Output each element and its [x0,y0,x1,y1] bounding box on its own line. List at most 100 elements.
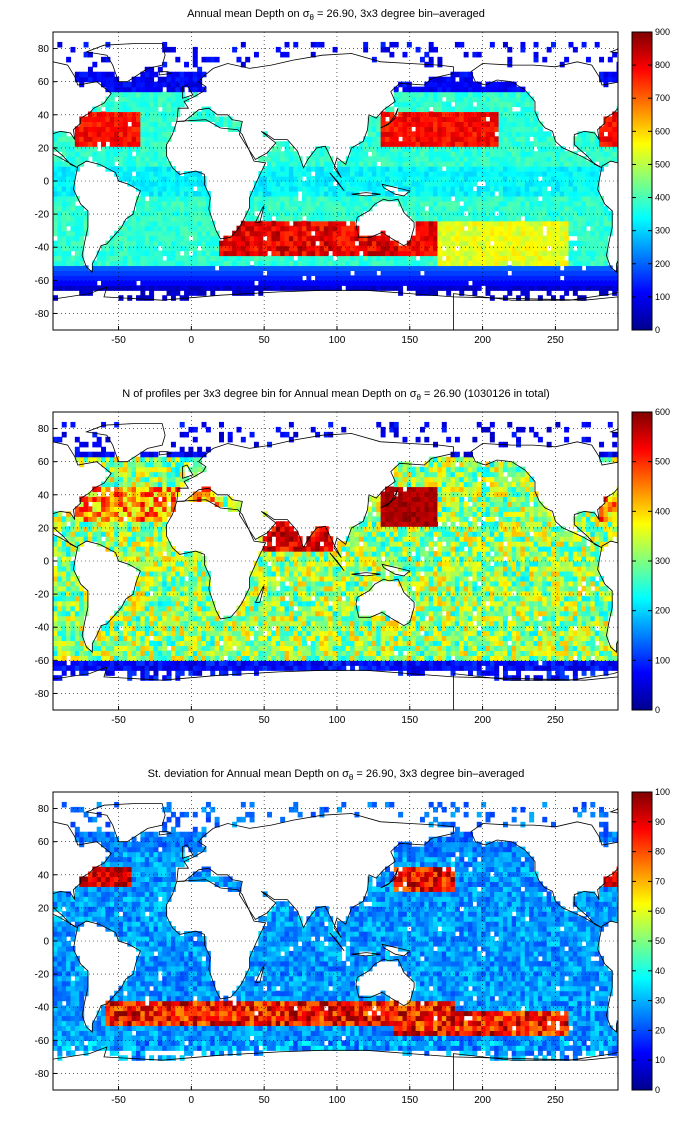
data-bin [529,265,535,271]
data-bin [607,210,613,217]
data-bin [53,511,58,517]
data-bin [419,250,425,257]
data-bin [332,171,338,177]
data-bin [127,285,133,291]
data-bin [179,205,185,212]
data-bin [350,176,356,182]
data-bin [205,260,211,267]
data-bin [572,161,578,167]
data-bin [253,265,259,271]
data-bin [140,275,146,281]
data-bin [323,166,329,172]
data-bin [402,51,408,58]
data-bin [280,215,286,222]
data-bin [424,101,430,108]
data-bin [511,86,517,93]
data-bin [577,285,583,291]
data-bin [433,245,439,252]
data-bin [411,116,417,122]
data-bin [122,620,128,627]
data-bin [332,250,338,257]
data-bin [450,275,456,281]
data-bin [616,260,618,267]
data-bin [136,240,141,247]
data-bin [380,141,386,147]
data-bin [262,195,268,202]
data-bin [149,255,155,262]
data-bin [83,441,89,448]
data-bin [585,166,591,172]
data-bin [433,116,439,122]
data-bin [131,595,137,602]
data-bin [502,215,508,222]
data-bin [210,265,216,271]
data-bin [162,250,168,257]
data-bin [136,215,141,222]
data-bin [585,280,591,286]
data-bin [441,230,447,237]
data-bin [568,225,574,232]
data-bin [481,215,487,222]
data-bin [57,561,63,567]
data-bin [157,111,163,118]
data-bin [66,210,72,217]
data-bin [179,230,185,237]
data-bin [188,200,194,207]
data-bin [140,580,146,587]
data-bin [144,131,150,137]
data-bin [380,41,386,48]
data-bin [197,275,203,281]
data-bin [105,501,111,507]
data-bin [546,255,552,262]
data-bin [162,41,168,48]
data-bin [201,230,207,237]
data-bin [114,541,120,547]
data-bin [524,146,530,152]
data-bin [328,240,334,247]
data-bin [66,511,72,517]
data-bin [363,240,369,247]
data-bin [406,205,412,212]
data-bin [131,561,137,567]
data-bin [293,245,299,252]
data-bin [454,171,460,177]
data-bin [437,176,443,182]
data-bin [140,531,146,537]
data-bin [74,585,80,592]
data-bin [61,166,67,172]
data-bin [122,541,128,547]
data-bin [70,590,76,597]
data-bin [101,280,107,286]
data-bin [468,265,473,271]
data-bin [371,166,377,172]
data-bin [149,451,155,458]
data-bin [83,41,89,48]
data-bin [564,185,570,192]
data-bin [219,245,224,252]
data-bin [149,76,155,83]
data-bin [61,590,67,597]
data-bin [96,660,102,666]
data-bin [258,156,264,162]
data-bin [79,660,85,666]
data-bin [612,275,618,281]
colorbar-tick-label: 0 [655,325,660,335]
data-bin [140,81,146,88]
data-bin [507,275,513,281]
data-bin [70,585,76,592]
data-bin [524,280,530,286]
data-bin [223,121,229,127]
data-bin [315,176,321,182]
data-bin [433,255,439,262]
data-bin [101,640,107,647]
data-bin [162,230,168,237]
data-bin [542,151,548,157]
data-bin [323,275,329,281]
data-bin [79,451,85,458]
data-bin [332,235,338,242]
data-bin [345,156,351,162]
data-bin [157,225,163,232]
data-bin [459,91,465,98]
data-bin [476,215,482,222]
data-bin [494,285,500,291]
